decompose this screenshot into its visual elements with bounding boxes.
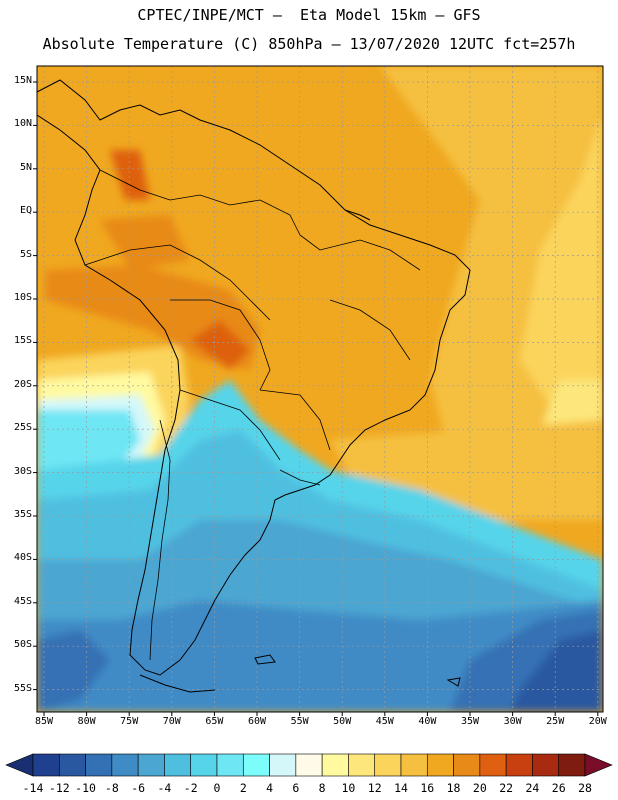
colorbar-label: 28 (578, 781, 592, 795)
colorbar-swatch (532, 753, 560, 777)
colorbar-swatch (453, 753, 481, 777)
colorbar-label: 10 (341, 781, 356, 795)
lat-label: 20S (13, 378, 32, 390)
colorbar-under-arrow (5, 753, 34, 777)
colorbar-label: 18 (446, 781, 461, 795)
lon-label: 40W (418, 716, 437, 727)
lon-label: 50W (333, 716, 352, 727)
lat-label: 35S (13, 509, 32, 520)
colorbar-label: -8 (104, 781, 119, 795)
coastlines (37, 79, 471, 693)
colorbar-label: 8 (318, 781, 326, 795)
lat-label: 55S (13, 682, 32, 694)
colorbar-swatch (348, 753, 376, 777)
colorbar-swatch (426, 753, 454, 777)
lon-label: 85W (34, 716, 54, 727)
lat-label: 50S (13, 639, 32, 651)
colorbar-label: 24 (525, 781, 540, 795)
lat-label: 40S (13, 552, 32, 564)
lat-label: 5N (19, 161, 32, 173)
colorbar-swatch (58, 753, 86, 777)
colorbar-label: -12 (48, 781, 70, 795)
colorbar-label: -10 (75, 781, 96, 795)
colorbar-label: 16 (420, 781, 435, 795)
colorbar-label: -4 (157, 781, 172, 795)
colorbar-swatch (479, 753, 507, 777)
lat-label: 15N (13, 75, 32, 86)
colorbar-swatch (321, 753, 349, 777)
colorbar (5, 753, 613, 777)
chart-title-line1: CPTEC/INPE/MCT – Eta Model 15km – GFS (137, 6, 481, 24)
colorbar-label: -6 (131, 781, 146, 795)
colorbar-swatch (164, 753, 192, 777)
colorbar-swatch (32, 753, 60, 777)
colorbar-label: -14 (22, 781, 44, 795)
colorbar-swatch (216, 753, 244, 777)
lon-label: 55W (290, 716, 309, 727)
country-borders (84, 169, 421, 661)
colorbar-over-arrow (584, 753, 613, 777)
colorbar-label: -2 (183, 781, 198, 795)
colorbar-swatch (374, 753, 402, 777)
lon-label: 30W (503, 716, 522, 727)
colorbar-swatch (137, 753, 165, 777)
lon-label: 65W (205, 716, 224, 727)
colorbar-label: 22 (499, 781, 514, 795)
lon-label: 20W (588, 716, 607, 727)
lon-label: 25W (546, 716, 565, 727)
axis-ticks (33, 81, 599, 716)
lon-label: 60W (247, 716, 267, 727)
colorbar-swatch (295, 753, 323, 777)
lon-label: 45W (375, 716, 394, 727)
graticule (37, 66, 603, 712)
colorbar-label: 0 (213, 781, 221, 795)
lon-label: 35W (460, 716, 480, 727)
colorbar-label: 26 (551, 781, 566, 795)
lat-label: 10N (13, 118, 32, 130)
lat-label: EQ (19, 205, 32, 217)
colorbar-swatch (505, 753, 533, 777)
lat-label: 30S (13, 465, 32, 477)
chart-title-line2: Absolute Temperature (C) 850hPa – 13/07/… (42, 35, 576, 53)
colorbar-swatch (242, 753, 270, 777)
lat-label: 45S (13, 595, 32, 607)
colorbar-label: 2 (239, 781, 247, 795)
lat-label: 15S (13, 335, 32, 347)
colorbar-swatch (85, 753, 113, 777)
colorbar-swatch (400, 753, 428, 777)
colorbar-label: 20 (472, 781, 487, 795)
lat-label: 5S (19, 248, 32, 260)
colorbar-swatch (269, 753, 297, 777)
colorbar-swatch (558, 753, 586, 777)
colorbar-label: 12 (367, 781, 382, 795)
lon-label: 75W (120, 716, 139, 727)
colorbar-label: 4 (266, 781, 274, 795)
lat-label: 25S (13, 422, 32, 434)
map-frame (36, 65, 604, 713)
temperature-map (33, 65, 604, 716)
colorbar-swatch (190, 753, 218, 777)
colorbar-label: 6 (292, 781, 300, 795)
lat-label: 10S (13, 292, 32, 303)
colorbar-swatch (111, 753, 139, 777)
lon-label: 70W (162, 716, 181, 727)
temperature-field (37, 66, 603, 712)
colorbar-label: 14 (394, 781, 408, 795)
lon-label: 80W (77, 716, 96, 727)
